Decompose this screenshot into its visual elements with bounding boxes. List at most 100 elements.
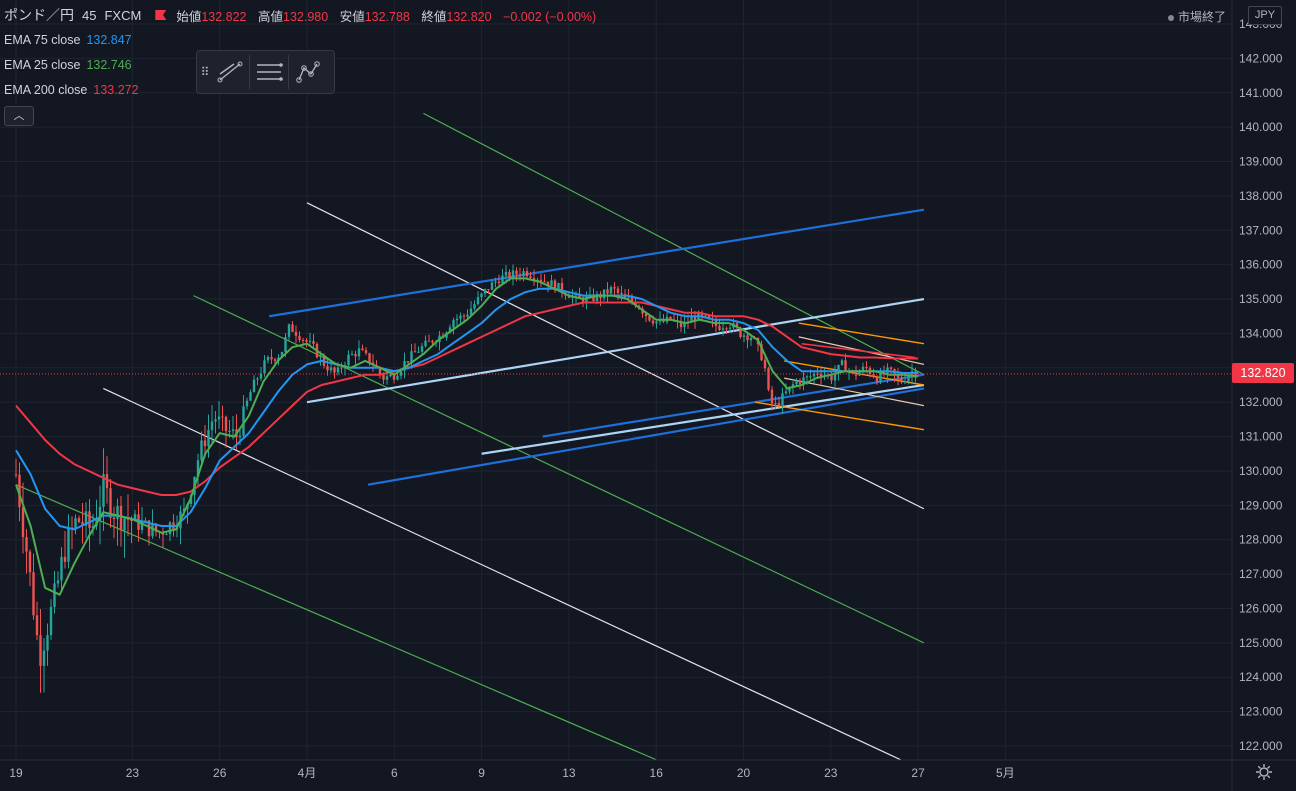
ema25-legend[interactable]: EMA 25 close 132.746 <box>4 58 132 72</box>
trend-line <box>306 297 925 404</box>
candle-body <box>536 279 539 281</box>
candle-body <box>259 373 263 379</box>
y-tick-label: 138.000 <box>1239 189 1283 203</box>
candle-body <box>620 292 623 295</box>
candle-body <box>67 527 70 562</box>
drawing-toolbar: ⠿ <box>196 50 335 94</box>
candle-body <box>606 289 609 294</box>
candle-body <box>389 374 392 377</box>
chevron-up-icon[interactable]: ︿ <box>4 106 34 126</box>
candle-body <box>217 416 221 420</box>
y-tick-label: 132.000 <box>1239 395 1283 409</box>
candle-body <box>396 375 399 380</box>
drag-handle-icon[interactable]: ⠿ <box>200 65 210 79</box>
y-tick-label: 136.000 <box>1239 258 1283 272</box>
ema200-line <box>15 301 919 496</box>
candle-body <box>896 374 900 378</box>
candle-body <box>98 506 102 521</box>
current-price-badge: 132.820 <box>1232 363 1294 383</box>
x-tick-label: 6 <box>391 766 398 780</box>
flag-icon <box>155 10 167 20</box>
candle-body <box>788 386 791 392</box>
candle-body <box>273 359 277 361</box>
candle-body <box>326 365 329 371</box>
candle-body <box>553 280 557 291</box>
candle-body <box>644 313 648 317</box>
candle-body <box>448 327 452 333</box>
pattern-nodes-icon[interactable] <box>289 55 327 89</box>
candle-body <box>151 523 154 537</box>
candlestick-series <box>14 264 917 693</box>
candle-body <box>32 572 35 616</box>
candle-body <box>693 316 697 321</box>
gear-icon[interactable] <box>1255 763 1273 781</box>
x-tick-label: 20 <box>737 766 751 780</box>
trend-line <box>306 202 925 510</box>
candle-body <box>595 293 599 301</box>
y-tick-label: 134.000 <box>1239 326 1283 340</box>
candle-body <box>354 353 357 357</box>
y-tick-label: 131.000 <box>1239 430 1283 444</box>
candle-body <box>508 271 511 278</box>
candle-body <box>781 393 784 406</box>
trend-line <box>103 387 901 761</box>
candle-body <box>770 389 774 404</box>
candle-body <box>455 318 459 321</box>
candle-body <box>819 374 823 377</box>
candle-body <box>312 340 315 344</box>
candle-body <box>511 270 515 278</box>
low-value: 132.788 <box>364 9 410 24</box>
candle-body <box>427 340 431 342</box>
candle-body <box>256 378 259 380</box>
candle-body <box>413 351 417 353</box>
candle-body <box>361 348 364 351</box>
trend-line-icon[interactable] <box>211 55 250 89</box>
candle-body <box>116 506 119 520</box>
candle-body <box>168 522 172 535</box>
candle-body <box>298 335 301 340</box>
parallel-lines-icon[interactable] <box>250 55 289 89</box>
trend-line <box>798 322 925 345</box>
currency-badge[interactable]: JPY <box>1248 6 1282 25</box>
y-tick-label: 128.000 <box>1239 533 1283 547</box>
candle-body <box>77 518 81 522</box>
candle-body <box>679 320 683 328</box>
y-tick-label: 125.000 <box>1239 636 1283 650</box>
candle-body <box>119 506 123 531</box>
candle-body <box>249 392 252 401</box>
candle-body <box>704 315 707 317</box>
candle-body <box>749 337 753 341</box>
candle-body <box>858 371 861 376</box>
ema-lines <box>15 277 919 596</box>
candle-body <box>91 526 95 528</box>
candle-body <box>609 287 613 294</box>
candle-body <box>294 331 298 336</box>
candle-body <box>700 312 704 316</box>
x-tick-label: 5月 <box>996 766 1015 780</box>
symbol-name[interactable]: ポンド／円 <box>4 7 74 23</box>
candle-body <box>809 376 812 378</box>
ema75-legend[interactable]: EMA 75 close 132.847 <box>4 33 132 47</box>
trend-line <box>367 387 925 486</box>
x-tick-label: 13 <box>562 766 576 780</box>
candle-body <box>203 440 207 447</box>
candle-body <box>777 403 781 406</box>
candle-body <box>182 508 186 512</box>
candle-body <box>728 327 732 329</box>
candle-body <box>840 360 844 365</box>
candle-body <box>102 474 105 507</box>
candle-body <box>466 314 469 317</box>
interval-label[interactable]: 45 <box>82 7 97 23</box>
y-tick-label: 140.000 <box>1239 120 1283 134</box>
candle-body <box>60 556 63 581</box>
ema200-legend[interactable]: EMA 200 close 133.272 <box>4 83 139 97</box>
candle-body <box>651 320 655 324</box>
candle-body <box>805 376 809 378</box>
trend-line <box>755 401 925 431</box>
change-value: −0.002 (−0.00%) <box>503 9 597 24</box>
candle-body <box>581 297 585 303</box>
ema200-label: EMA 200 close <box>4 83 88 97</box>
candle-body <box>228 431 231 433</box>
